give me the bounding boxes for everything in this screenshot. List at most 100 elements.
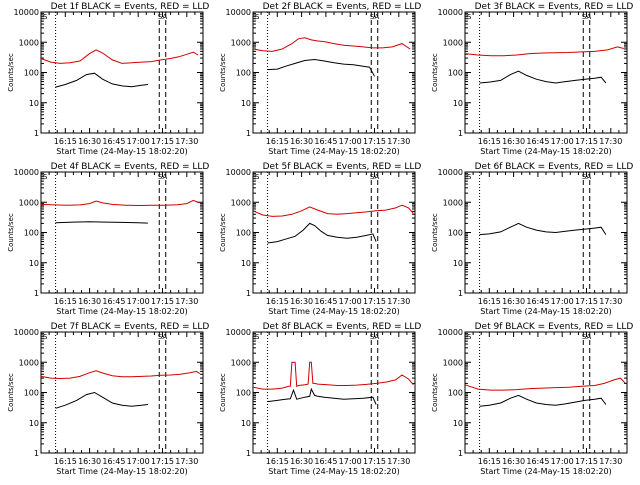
x-tick-label: 16:30 [78,457,101,466]
left-marker-label: S [43,333,48,341]
panel-title: Det 3f BLACK = Events, RED = LLD [475,2,634,12]
lld-series-line [464,377,626,391]
plot-frame [252,331,416,454]
x-axis-label: Start Time (24-May-15 18:02:20) [56,467,187,476]
plot-frame [40,331,204,454]
panel-4: Det 4f BLACK = Events, RED = LLD 1 10 100 10… [7,162,209,316]
plot-frame [464,171,628,294]
x-tick-label: 16:15 [478,297,501,306]
x-axis-label: Start Time (24-May-15 18:02:20) [480,307,611,316]
y-tick-label: 100 [236,69,251,78]
x-tick-label: 16:15 [266,457,289,466]
y-tick-label: 1000 [443,38,463,47]
x-tick-label: 16:45 [314,297,337,306]
x-tick-label: 17:15 [151,457,174,466]
y-axis-label: Counts/sec [7,213,15,252]
y-tick-label: 1 [246,449,251,458]
lld-series-line [40,49,199,64]
x-axis-label: Start Time (24-May-15 18:02:20) [56,307,187,316]
events-series-line [55,391,148,409]
sa-marker-label: SA [158,173,168,181]
sa-marker-label: SA [370,13,380,21]
y-tick-label: 10000 [226,8,251,17]
x-tick-label: 17:15 [151,297,174,306]
x-tick-label: 17:30 [599,457,622,466]
x-tick-label: 17:15 [363,297,386,306]
sa-marker-label: SA [582,333,592,341]
x-tick-label: 16:15 [54,457,77,466]
x-tick-label: 17:30 [387,137,410,146]
x-tick-label: 16:15 [266,297,289,306]
x-tick-label: 17:15 [575,137,598,146]
y-tick-label: 100 [448,229,463,238]
y-tick-label: 1000 [443,358,463,367]
x-tick-label: 16:45 [526,457,549,466]
x-tick-label: 16:30 [290,457,313,466]
plot-frame [40,11,204,134]
y-tick-label: 1000 [19,198,39,207]
x-tick-label: 16:15 [478,137,501,146]
y-tick-label: 100 [24,69,39,78]
x-axis-label: Start Time (24-May-15 18:02:20) [480,467,611,476]
y-tick-label: 10 [29,259,39,268]
panel-1: Det 1f BLACK = Events, RED = LLD 1 10 100 10… [7,2,209,156]
panel-9: Det 9f BLACK = Events, RED = LLD 1 10 100 10… [431,322,633,476]
left-marker-label: S [255,333,260,341]
x-axis-label: Start Time (24-May-15 18:02:20) [268,147,399,156]
plot-frame [464,331,628,454]
panel-7: Det 7f BLACK = Events, RED = LLD 1 10 100 10… [7,322,209,476]
y-tick-label: 10 [29,419,39,428]
y-axis-label: Counts/sec [219,373,227,412]
events-series-line [267,222,377,244]
x-tick-label: 17:15 [151,137,174,146]
x-tick-label: 17:30 [599,137,622,146]
plot-frame [252,171,416,294]
y-tick-label: 100 [448,389,463,398]
x-tick-label: 17:00 [127,457,150,466]
x-tick-label: 16:30 [290,297,313,306]
y-tick-label: 1 [458,129,463,138]
x-tick-label: 16:15 [478,457,501,466]
x-axis-label: Start Time (24-May-15 18:02:20) [56,147,187,156]
y-tick-label: 1 [34,289,39,298]
y-axis-label: Counts/sec [219,213,227,252]
x-tick-label: 17:30 [175,297,198,306]
panel-6: Det 6f BLACK = Events, RED = LLD 1 10 100 10… [431,162,633,316]
left-marker-label: S [467,173,472,181]
left-marker-label: S [255,173,260,181]
x-tick-label: 17:30 [599,297,622,306]
y-tick-label: 100 [24,229,39,238]
sa-marker-label: SA [370,333,380,341]
y-axis-label: Counts/sec [431,373,439,412]
y-axis-label: Counts/sec [431,53,439,92]
events-series-line [267,387,377,405]
y-tick-label: 10 [241,419,251,428]
y-tick-label: 10000 [226,168,251,177]
x-tick-label: 17:00 [127,297,150,306]
x-tick-label: 16:45 [526,297,549,306]
y-axis-label: Counts/sec [7,373,15,412]
x-tick-label: 16:30 [78,297,101,306]
y-tick-label: 10 [29,99,39,108]
x-tick-label: 17:15 [575,297,598,306]
y-tick-label: 10 [241,99,251,108]
y-tick-label: 100 [448,69,463,78]
x-axis-label: Start Time (24-May-15 18:02:20) [268,307,399,316]
x-tick-label: 17:00 [551,457,574,466]
sa-marker-label: SA [370,173,380,181]
panel-title: Det 1f BLACK = Events, RED = LLD [51,2,210,12]
left-marker-label: S [43,173,48,181]
x-tick-label: 16:30 [502,457,525,466]
y-tick-label: 1 [34,129,39,138]
y-axis-label: Counts/sec [7,53,15,92]
sa-marker-label: SA [158,13,168,21]
x-tick-label: 17:15 [575,457,598,466]
plot-frame [252,11,416,134]
sa-marker-label: SA [158,333,168,341]
x-tick-label: 17:00 [339,297,362,306]
y-tick-label: 1000 [231,38,251,47]
x-tick-label: 16:45 [314,457,337,466]
x-tick-label: 17:30 [387,297,410,306]
y-tick-label: 1 [458,449,463,458]
events-series-line [479,70,607,84]
